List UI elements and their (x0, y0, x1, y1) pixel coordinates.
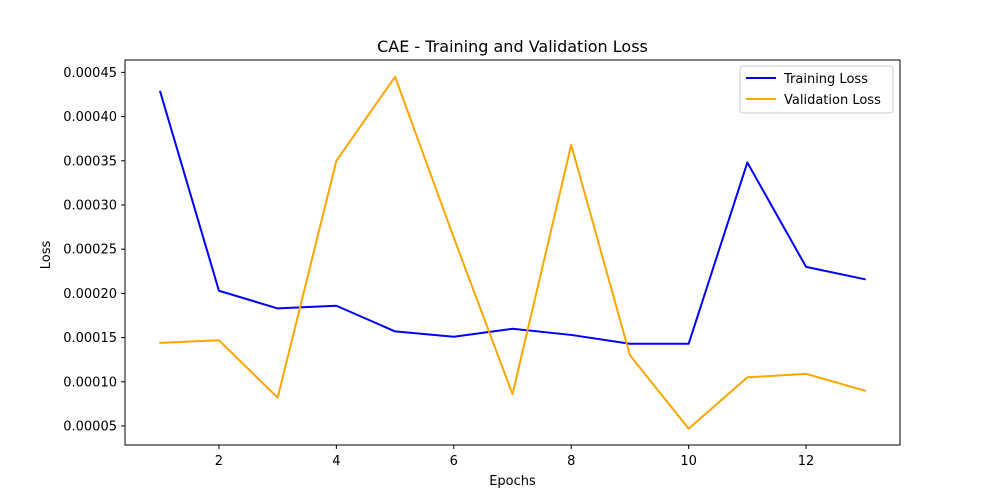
y-tick-label: 0.00005 (63, 419, 117, 434)
legend-box (739, 65, 894, 114)
x-tick-label: 12 (798, 454, 815, 469)
x-tick-label: 6 (450, 454, 458, 469)
plot-area (124, 59, 901, 446)
chart-title: CAE - Training and Validation Loss (377, 37, 648, 56)
plot-frame (124, 59, 901, 446)
y-tick-label: 0.00015 (63, 331, 117, 346)
y-tick-label: 0.00020 (63, 287, 117, 302)
x-tick-label: 8 (567, 454, 575, 469)
legend-label-validation: Validation Loss (784, 93, 881, 108)
validation-loss-line (159, 75, 867, 430)
x-axis-label: Epochs (489, 474, 536, 489)
x-tick-label: 4 (332, 454, 340, 469)
legend-label-training: Training Loss (783, 72, 868, 87)
x-axis: 2 4 6 8 10 12 (215, 445, 815, 469)
y-tick-label: 0.00030 (63, 198, 117, 213)
legend: Training Loss Validation Loss (739, 65, 894, 114)
y-tick-label: 0.00025 (63, 243, 117, 258)
series-layer (158, 75, 867, 430)
x-tick-label: 10 (680, 454, 697, 469)
y-axis-label: Loss (39, 241, 54, 270)
y-tick-label: 0.00040 (63, 110, 117, 125)
y-axis: 0.00005 0.00010 0.00015 0.00020 0.00025 0.000… (63, 66, 125, 434)
training-loss-line (158, 90, 866, 345)
x-tick-label: 2 (215, 454, 223, 469)
y-tick-label: 0.00045 (63, 66, 117, 81)
y-tick-label: 0.00035 (63, 154, 117, 169)
y-tick-label: 0.00010 (63, 375, 117, 390)
